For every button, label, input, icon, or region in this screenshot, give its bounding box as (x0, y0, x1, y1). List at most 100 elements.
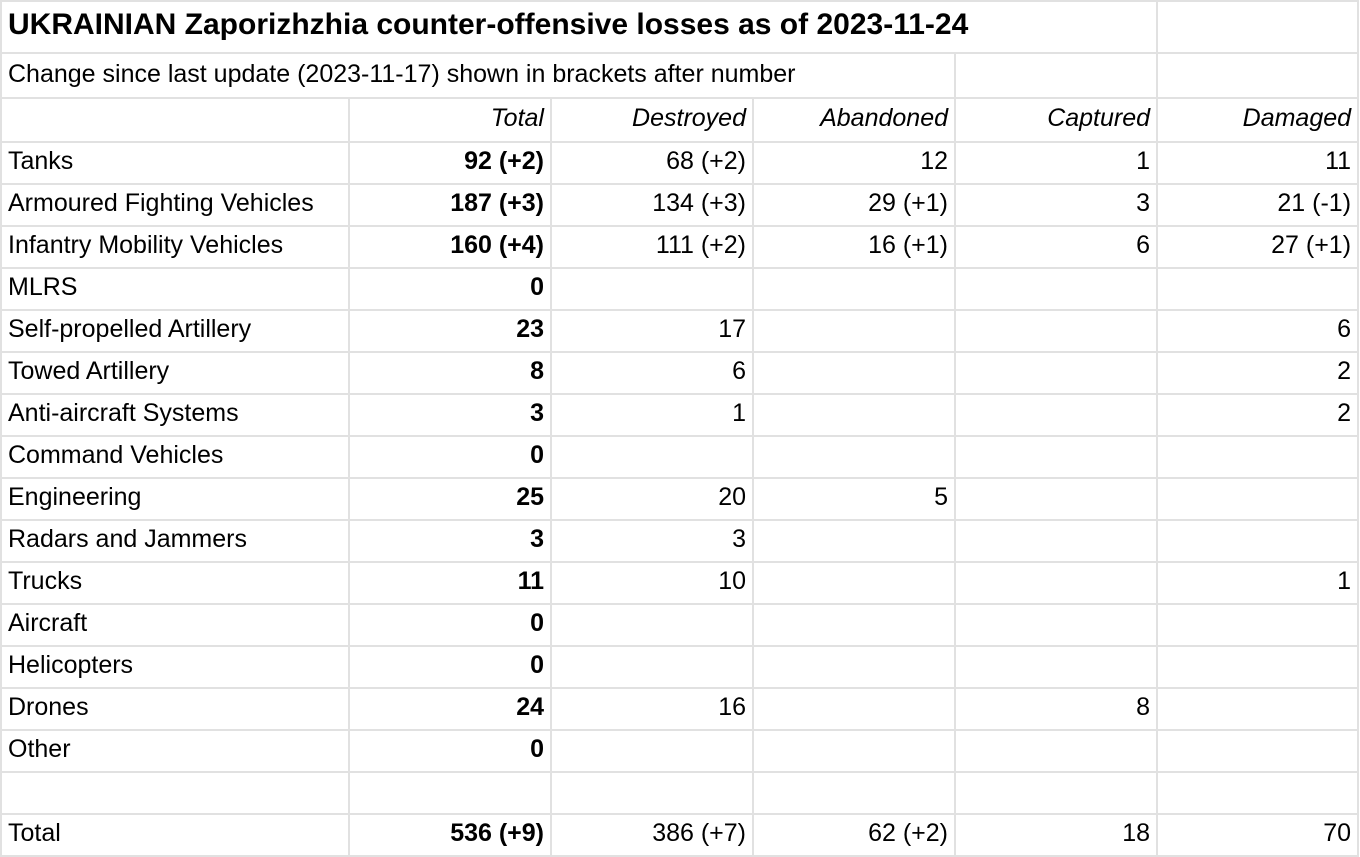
destroyed-cell[interactable] (550, 435, 754, 479)
captured-cell[interactable] (953, 309, 1159, 353)
row-label-cell[interactable]: Towed Artillery (0, 351, 350, 395)
row-label-cell[interactable] (0, 771, 350, 815)
captured-cell[interactable] (953, 645, 1159, 689)
column-header-abandoned[interactable]: Abandoned (752, 97, 956, 143)
captured-cell[interactable] (953, 393, 1159, 437)
captured-cell[interactable] (953, 351, 1159, 395)
destroyed-cell[interactable] (550, 267, 754, 311)
total-cell[interactable]: 3 (348, 393, 552, 437)
captured-cell[interactable]: 8 (953, 687, 1159, 731)
row-label-cell[interactable]: Anti-aircraft Systems (0, 393, 350, 437)
damaged-cell[interactable]: 6 (1156, 309, 1360, 353)
damaged-cell[interactable]: 2 (1156, 393, 1360, 437)
damaged-cell[interactable] (1156, 645, 1360, 689)
abandoned-cell[interactable] (752, 267, 956, 311)
abandoned-cell[interactable] (752, 729, 956, 773)
abandoned-cell[interactable] (752, 393, 956, 437)
row-label-cell[interactable]: Command Vehicles (0, 435, 350, 479)
abandoned-cell[interactable]: 12 (752, 141, 956, 185)
total-cell[interactable]: 24 (348, 687, 552, 731)
damaged-cell[interactable]: 1 (1156, 561, 1360, 605)
damaged-cell[interactable] (1156, 435, 1360, 479)
abandoned-cell[interactable] (752, 771, 956, 815)
captured-cell[interactable]: 3 (953, 183, 1159, 227)
total-cell[interactable]: 3 (348, 519, 552, 563)
captured-cell[interactable] (953, 435, 1159, 479)
damaged-cell[interactable]: 27 (+1) (1156, 225, 1360, 269)
damaged-cell[interactable] (1156, 729, 1360, 773)
destroyed-cell[interactable]: 111 (+2) (550, 225, 754, 269)
damaged-cell[interactable] (1156, 477, 1360, 521)
row-label-cell[interactable]: Infantry Mobility Vehicles (0, 225, 350, 269)
row-label-cell[interactable]: Engineering (0, 477, 350, 521)
total-cell[interactable]: 8 (348, 351, 552, 395)
destroyed-cell[interactable]: 386 (+7) (550, 813, 754, 857)
destroyed-cell[interactable]: 10 (550, 561, 754, 605)
damaged-cell[interactable]: 21 (-1) (1156, 183, 1360, 227)
captured-cell[interactable] (953, 771, 1159, 815)
abandoned-cell[interactable] (752, 435, 956, 479)
destroyed-cell[interactable]: 1 (550, 393, 754, 437)
row-label-cell[interactable]: Self-propelled Artillery (0, 309, 350, 353)
row-label-cell[interactable]: Helicopters (0, 645, 350, 689)
destroyed-cell[interactable]: 6 (550, 351, 754, 395)
destroyed-cell[interactable]: 68 (+2) (550, 141, 754, 185)
abandoned-cell[interactable] (752, 561, 956, 605)
total-cell[interactable]: 0 (348, 603, 552, 647)
abandoned-cell[interactable] (752, 603, 956, 647)
abandoned-cell[interactable]: 16 (+1) (752, 225, 956, 269)
captured-cell[interactable]: 6 (953, 225, 1159, 269)
destroyed-cell[interactable]: 134 (+3) (550, 183, 754, 227)
column-header-captured[interactable]: Captured (953, 97, 1159, 143)
total-cell[interactable]: 25 (348, 477, 552, 521)
destroyed-cell[interactable] (550, 603, 754, 647)
destroyed-cell[interactable] (550, 771, 754, 815)
column-header-destroyed[interactable]: Destroyed (550, 97, 754, 143)
abandoned-cell[interactable]: 29 (+1) (752, 183, 956, 227)
empty-cell[interactable] (1156, 52, 1360, 99)
abandoned-cell[interactable] (752, 645, 956, 689)
destroyed-cell[interactable] (550, 645, 754, 689)
row-label-cell[interactable]: Other (0, 729, 350, 773)
empty-cell[interactable] (1156, 0, 1360, 54)
row-label-cell[interactable]: Aircraft (0, 603, 350, 647)
column-header-total[interactable]: Total (348, 97, 552, 143)
abandoned-cell[interactable]: 62 (+2) (752, 813, 956, 857)
abandoned-cell[interactable] (752, 351, 956, 395)
row-label-cell[interactable]: Armoured Fighting Vehicles (0, 183, 350, 227)
damaged-cell[interactable] (1156, 687, 1360, 731)
damaged-cell[interactable]: 11 (1156, 141, 1360, 185)
total-cell[interactable]: 92 (+2) (348, 141, 552, 185)
destroyed-cell[interactable]: 17 (550, 309, 754, 353)
total-cell[interactable]: 0 (348, 729, 552, 773)
total-cell[interactable]: 187 (+3) (348, 183, 552, 227)
row-label-cell[interactable]: Tanks (0, 141, 350, 185)
column-header-damaged[interactable]: Damaged (1156, 97, 1360, 143)
total-cell[interactable]: 11 (348, 561, 552, 605)
empty-cell[interactable] (953, 52, 1159, 99)
destroyed-cell[interactable]: 3 (550, 519, 754, 563)
damaged-cell[interactable] (1156, 267, 1360, 311)
damaged-cell[interactable] (1156, 771, 1360, 815)
damaged-cell[interactable]: 2 (1156, 351, 1360, 395)
captured-cell[interactable]: 18 (953, 813, 1159, 857)
destroyed-cell[interactable]: 20 (550, 477, 754, 521)
row-label-cell[interactable]: MLRS (0, 267, 350, 311)
captured-cell[interactable] (953, 519, 1159, 563)
abandoned-cell[interactable] (752, 519, 956, 563)
page-title[interactable]: UKRAINIAN Zaporizhzhia counter-offensive… (0, 0, 1159, 54)
captured-cell[interactable] (953, 561, 1159, 605)
captured-cell[interactable] (953, 603, 1159, 647)
subtitle-note[interactable]: Change since last update (2023-11-17) sh… (0, 52, 956, 99)
abandoned-cell[interactable] (752, 309, 956, 353)
total-cell[interactable]: 536 (+9) (348, 813, 552, 857)
captured-cell[interactable] (953, 477, 1159, 521)
total-cell[interactable]: 23 (348, 309, 552, 353)
total-cell[interactable] (348, 771, 552, 815)
abandoned-cell[interactable]: 5 (752, 477, 956, 521)
total-cell[interactable]: 0 (348, 435, 552, 479)
total-cell[interactable]: 0 (348, 267, 552, 311)
row-label-cell[interactable]: Drones (0, 687, 350, 731)
destroyed-cell[interactable]: 16 (550, 687, 754, 731)
damaged-cell[interactable] (1156, 603, 1360, 647)
